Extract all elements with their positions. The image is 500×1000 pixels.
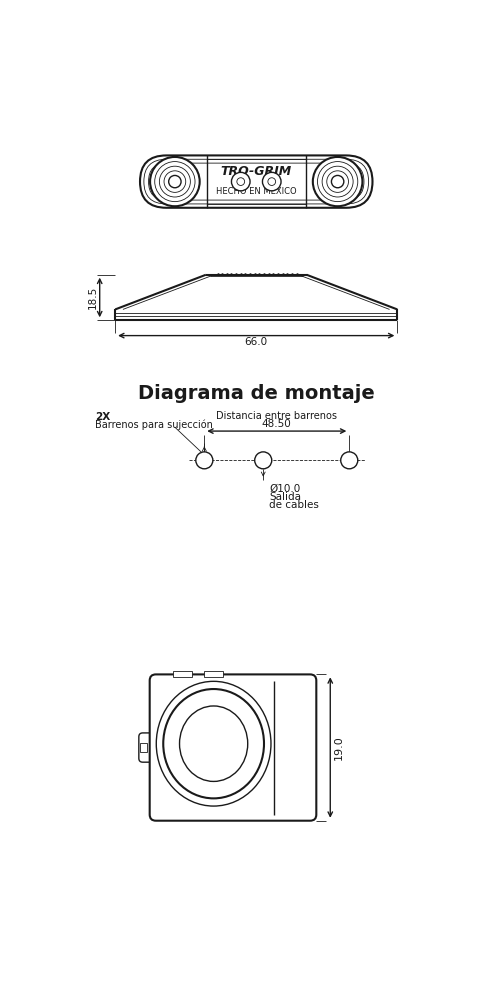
FancyBboxPatch shape bbox=[148, 163, 364, 200]
Bar bbox=[173, 671, 193, 677]
Circle shape bbox=[340, 452, 358, 469]
Text: 19.0: 19.0 bbox=[334, 735, 344, 760]
FancyBboxPatch shape bbox=[140, 155, 372, 208]
Circle shape bbox=[268, 178, 276, 185]
Text: Distancia entre barrenos: Distancia entre barrenos bbox=[216, 411, 338, 421]
Circle shape bbox=[168, 175, 181, 188]
Circle shape bbox=[327, 171, 348, 192]
Circle shape bbox=[254, 452, 272, 469]
Text: Barrenos para sujección: Barrenos para sujección bbox=[95, 420, 213, 430]
Circle shape bbox=[150, 157, 200, 206]
Ellipse shape bbox=[180, 706, 248, 781]
Text: 18.5: 18.5 bbox=[88, 286, 98, 309]
Text: Ø10.0: Ø10.0 bbox=[270, 483, 300, 493]
FancyBboxPatch shape bbox=[144, 159, 368, 204]
Text: Salida: Salida bbox=[270, 492, 302, 502]
Text: Diagrama de montaje: Diagrama de montaje bbox=[138, 384, 374, 403]
Circle shape bbox=[322, 166, 353, 197]
Ellipse shape bbox=[156, 681, 271, 806]
Text: HECHO EN MEXICO: HECHO EN MEXICO bbox=[216, 187, 296, 196]
Circle shape bbox=[332, 175, 344, 188]
Text: TRO-GRIM: TRO-GRIM bbox=[220, 165, 292, 178]
Text: 66.0: 66.0 bbox=[244, 337, 268, 347]
Circle shape bbox=[262, 172, 281, 191]
Bar bbox=[140, 743, 146, 752]
Circle shape bbox=[160, 166, 190, 197]
Circle shape bbox=[164, 171, 186, 192]
Ellipse shape bbox=[163, 689, 264, 798]
Circle shape bbox=[154, 162, 195, 202]
Circle shape bbox=[232, 172, 250, 191]
Text: 2X: 2X bbox=[95, 412, 110, 422]
FancyBboxPatch shape bbox=[139, 733, 153, 762]
FancyBboxPatch shape bbox=[150, 674, 316, 821]
Bar bbox=[204, 671, 224, 677]
Circle shape bbox=[318, 162, 358, 202]
Text: de cables: de cables bbox=[270, 500, 320, 510]
Circle shape bbox=[237, 178, 244, 185]
Circle shape bbox=[196, 452, 213, 469]
Text: 48.50: 48.50 bbox=[262, 419, 292, 429]
Circle shape bbox=[313, 157, 362, 206]
